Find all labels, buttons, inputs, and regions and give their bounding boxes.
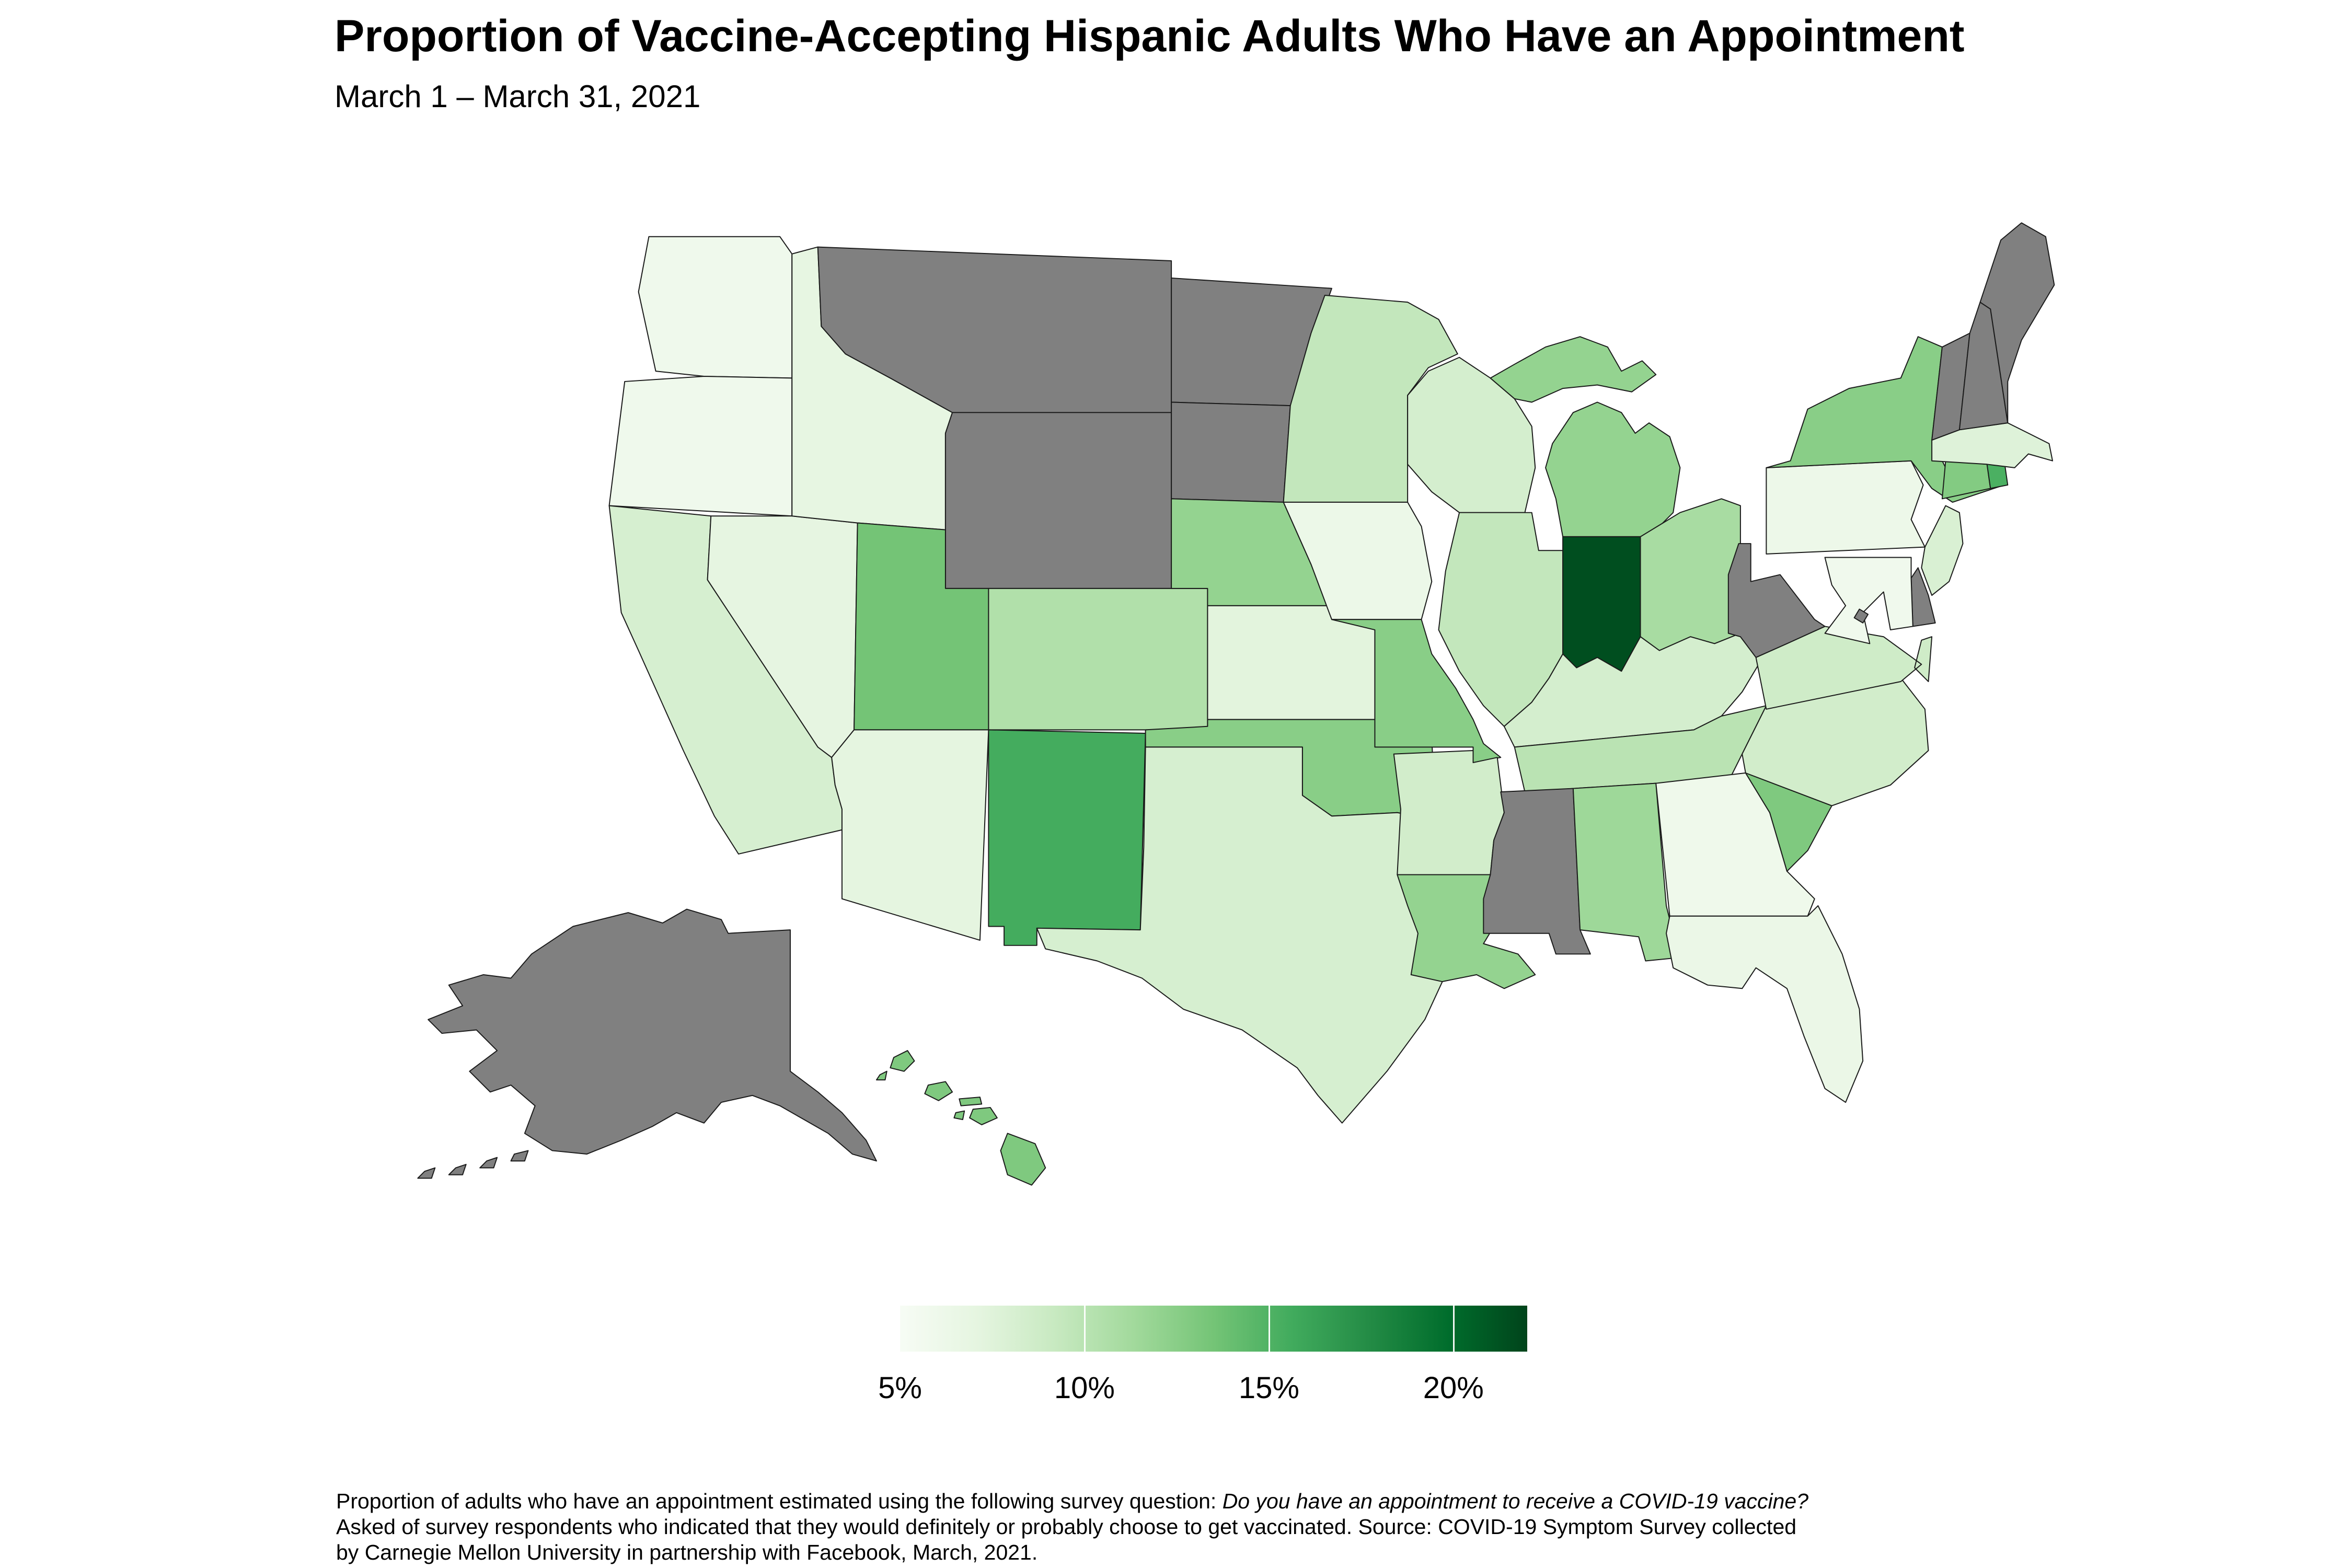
legend-tick-20: [1452, 1306, 1455, 1352]
caption-line-2: Asked of survey respondents who indicate…: [336, 1515, 1797, 1539]
chart-title: Proportion of Vaccine-Accepting Hispanic…: [335, 11, 1965, 61]
state-nc: North Carolina: 8.5%: [1742, 677, 1929, 806]
state-ia: Iowa: 6.3%: [1283, 501, 1433, 620]
state-ct: Connecticut: 12.8%: [1941, 460, 1991, 500]
caption-line-1: Proportion of adults who have an appoint…: [336, 1489, 2197, 1514]
caption-line-1-italic: Do you have an appointment to receive a …: [1222, 1489, 1808, 1513]
state-nm: New Mexico: 15.5%: [988, 729, 1146, 946]
state-hi: Hawaii: 13%: [875, 1050, 1046, 1186]
legend-tick-15: [1268, 1306, 1270, 1352]
state-tx: Texas: 8.2%: [1036, 746, 1446, 1124]
state-ar: Arkansas: 8.5%: [1393, 750, 1505, 875]
state-pa: Pennsylvania: 6.2%: [1766, 460, 1926, 555]
caption: Proportion of adults who have an appoint…: [336, 1489, 2197, 1565]
color-legend: [900, 1306, 1527, 1352]
legend-label-20: 20%: [1423, 1371, 1484, 1405]
state-wy: Wyoming: no data: [944, 412, 1172, 589]
legend-label-15: 15%: [1238, 1371, 1299, 1405]
state-sd: South Dakota: no data: [1171, 401, 1291, 503]
legend-label-10: 10%: [1054, 1371, 1115, 1405]
state-nj: New Jersey: 8%: [1921, 505, 1964, 596]
map-svg: Washington: 5.9%Oregon: 5.9%California: …: [417, 222, 2055, 1186]
state-fl: Florida: 6.4%: [1666, 905, 1864, 1103]
state-wa: Washington: 5.9%: [638, 236, 793, 379]
us-choropleth-map: Washington: 5.9%Oregon: 5.9%California: …: [366, 209, 2091, 1223]
legend-tick-10: [1083, 1306, 1086, 1352]
legend-label-5: 5%: [878, 1371, 922, 1405]
state-mo: Missouri: 12.5%: [1331, 619, 1502, 764]
map-states-group: Washington: 5.9%Oregon: 5.9%California: …: [417, 222, 2055, 1186]
caption-line-1-regular: Proportion of adults who have an appoint…: [336, 1489, 1223, 1513]
state-me: Maine: no data: [1979, 222, 2055, 424]
caption-line-3: by Carnegie Mellon University in partner…: [336, 1540, 1038, 1564]
state-az: Arizona: 7.1%: [831, 729, 989, 941]
state-wi: Wisconsin: 8.3%: [1407, 356, 1536, 513]
state-in: Indiana: 21.5%: [1562, 536, 1641, 672]
state-ak: Alaska: no data: [417, 908, 877, 1179]
state-dc: District of Columbia: no data: [1853, 608, 1869, 624]
state-md: Maryland: 5.8%: [1824, 557, 1913, 644]
chart-subtitle: March 1 – March 31, 2021: [335, 79, 701, 114]
state-de: Delaware: no data: [1910, 567, 1936, 627]
state-co: Colorado: 10.5%: [988, 587, 1208, 731]
state-mi: Michigan: 12%: [1490, 336, 1681, 537]
state-wv: West Virginia: no data: [1727, 543, 1826, 658]
legend-gradient-bar: [900, 1306, 1527, 1352]
state-or: Oregon: 5.9%: [608, 376, 793, 517]
legend-tick-labels: 5% 10% 15% 20%: [878, 1370, 1527, 1407]
